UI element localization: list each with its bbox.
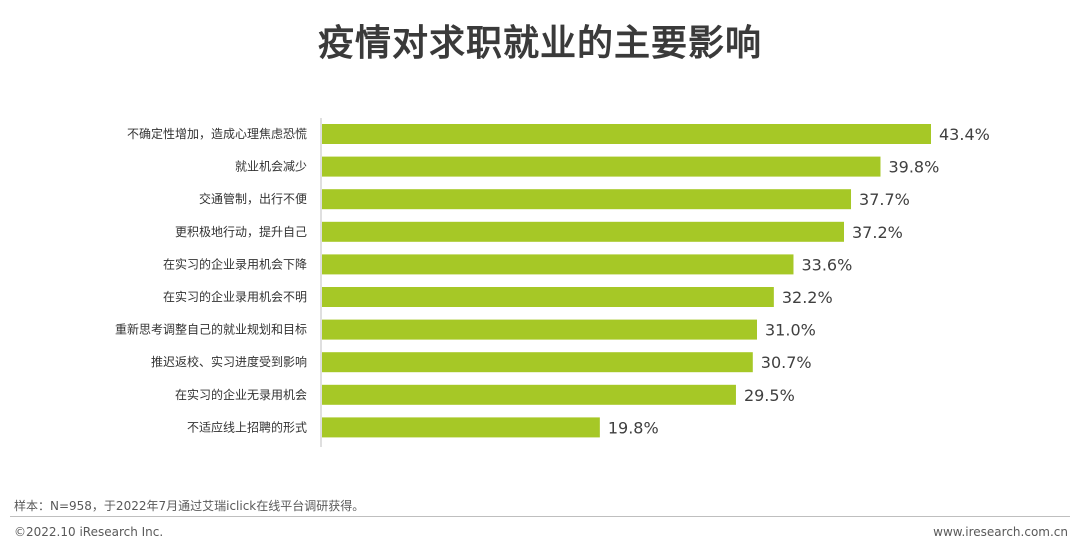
value-label: 32.2% bbox=[782, 288, 833, 307]
footer-divider bbox=[10, 516, 1070, 517]
value-label: 39.8% bbox=[888, 158, 939, 177]
value-label: 19.8% bbox=[608, 418, 659, 437]
category-label: 不确定性增加，造成心理焦虑恐慌 bbox=[127, 126, 307, 141]
category-label: 在实习的企业录用机会下降 bbox=[163, 256, 307, 271]
value-label: 37.2% bbox=[852, 223, 903, 242]
value-label: 30.7% bbox=[761, 353, 812, 372]
value-label: 31.0% bbox=[765, 321, 816, 340]
category-label: 在实习的企业无录用机会 bbox=[175, 387, 307, 402]
chart-title: 疫情对求职就业的主要影响 bbox=[317, 23, 762, 64]
bar bbox=[322, 189, 852, 210]
sample-note: 样本：N=958，于2022年7月通过艾瑞iclick在线平台调研获得。 bbox=[14, 499, 365, 513]
bar bbox=[322, 124, 931, 144]
bar bbox=[322, 384, 736, 405]
category-label: 更积极地行动，提升自己 bbox=[175, 224, 307, 239]
category-label: 不适应线上招聘的形式 bbox=[187, 419, 307, 434]
category-label: 交通管制，出行不便 bbox=[199, 191, 307, 206]
value-label: 37.7% bbox=[859, 190, 910, 209]
value-label: 43.4% bbox=[939, 125, 990, 144]
bar bbox=[322, 417, 600, 438]
category-label: 推迟返校、实习进度受到影响 bbox=[151, 354, 307, 369]
bar-chart: 不确定性增加，造成心理焦虑恐慌 43.4% 就业机会减少 39.8% 交通管制，出行不便… bbox=[115, 118, 990, 447]
category-label: 就业机会减少 bbox=[235, 160, 307, 174]
bar bbox=[322, 254, 794, 275]
bar bbox=[322, 352, 753, 373]
copyright-text: ©2022.10 iResearch Inc. bbox=[14, 525, 164, 539]
value-label: 33.6% bbox=[801, 255, 852, 274]
bar bbox=[322, 221, 844, 242]
value-label: 29.5% bbox=[744, 386, 795, 405]
category-label: 重新思考调整自己的就业规划和目标 bbox=[115, 322, 307, 337]
bar bbox=[322, 156, 881, 177]
bar bbox=[322, 319, 757, 340]
website-link[interactable]: www.iresearch.com.cn bbox=[933, 525, 1068, 539]
bar bbox=[322, 287, 774, 307]
category-label: 在实习的企业录用机会不明 bbox=[163, 289, 307, 304]
